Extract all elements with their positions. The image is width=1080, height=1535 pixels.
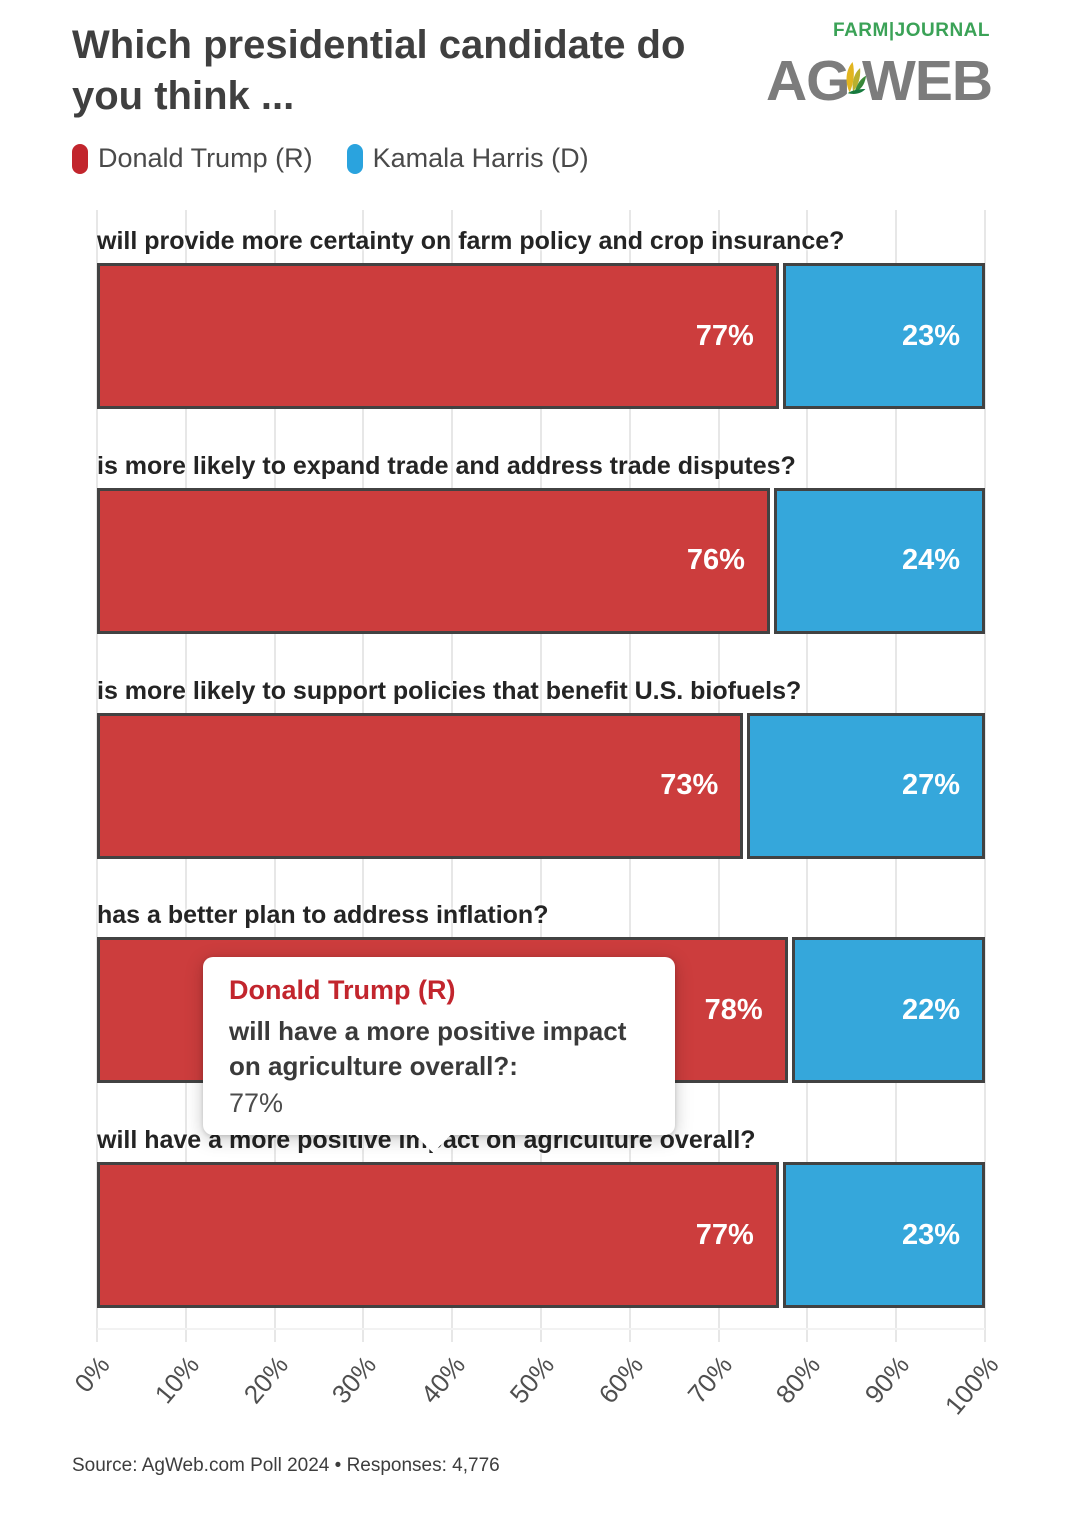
bar-value-label-trump: 77% [695,1218,754,1251]
source-note: Source: AgWeb.com Poll 2024 • Responses:… [72,1455,500,1476]
legend-label-trump: Donald Trump (R) [98,143,313,173]
bar-segment-harris[interactable]: 22% [791,937,985,1084]
axis-baseline [97,1328,985,1330]
legend-swatch-trump [72,143,88,174]
agweb-wordmark: AG WEB [766,36,993,114]
legend: Donald Trump (R) Kamala Harris (D) [72,143,589,174]
bar-question-label: has a better plan to address inflation? [97,901,549,930]
tooltip-question-line2: on agriculture overall?: [229,1051,518,1082]
bar-group: is more likely to support policies that … [97,676,985,859]
bar-value-label-trump: 73% [660,769,719,801]
bar-segment-trump[interactable]: 76% [97,487,770,634]
bar-question-label: is more likely to expand trade and addre… [97,451,796,480]
legend-swatch-harris [346,143,363,174]
tooltip-title: Donald Trump (R) [229,975,456,1005]
bar-segment-trump[interactable]: 73% [97,712,744,859]
bar-question-label: is more likely to support policies that … [97,676,802,705]
agweb-web-text: WEB [862,49,993,113]
bar-group: will provide more certainty on farm poli… [97,226,985,409]
tooltip-question-line1: will have a more positive impact [229,1016,627,1046]
stacked-bar: 77% 23% [97,1162,985,1308]
bar-segment-trump[interactable]: 77% [97,263,779,409]
bar-value-label-harris: 23% [901,319,960,352]
stacked-bar: 76% 24% [97,487,985,634]
bar-value-label-harris: 24% [901,544,960,577]
bar-segment-trump[interactable]: 77% [97,1162,779,1308]
bar-chart: will provide more certainty on farm poli… [69,210,1004,1420]
bar-segment-harris[interactable]: 24% [773,487,985,634]
legend-item-harris: Kamala Harris (D) [346,143,589,174]
bar-segment-harris[interactable]: 23% [782,263,985,409]
stacked-bar: 77% 23% [97,263,985,409]
bar-value-label-harris: 23% [901,1218,960,1251]
agweb-logo: FARM|JOURNAL AG WEB [766,14,993,113]
tooltip: Donald Trump (R) will have a more positi… [203,957,675,1153]
bar-group: is more likely to expand trade and addre… [97,451,985,634]
bar-value-label-harris: 27% [901,769,960,801]
stacked-bar: 73% 27% [97,712,985,859]
tooltip-value: 77% [229,1088,284,1119]
farm-journal-wordmark: FARM|JOURNAL [833,20,990,41]
bar-value-label-trump: 77% [695,319,754,352]
legend-label-harris: Kamala Harris (D) [372,143,589,173]
bar-group: will have a more positive impact on agri… [97,1125,985,1308]
bar-question-label: will provide more certainty on farm poli… [97,227,845,255]
corn-leaves-icon [846,61,866,94]
bar-value-label-trump: 76% [686,544,745,577]
legend-item-trump: Donald Trump (R) [72,143,313,174]
agweb-ag-text: AG [766,49,850,113]
bar-value-label-trump: 78% [704,993,763,1026]
bar-segment-harris[interactable]: 23% [782,1162,985,1308]
gridline [984,210,986,1342]
page-title: Which presidential candidate do you thin… [72,23,686,119]
bar-value-label-harris: 22% [901,993,960,1026]
bar-segment-harris[interactable]: 27% [747,712,985,859]
